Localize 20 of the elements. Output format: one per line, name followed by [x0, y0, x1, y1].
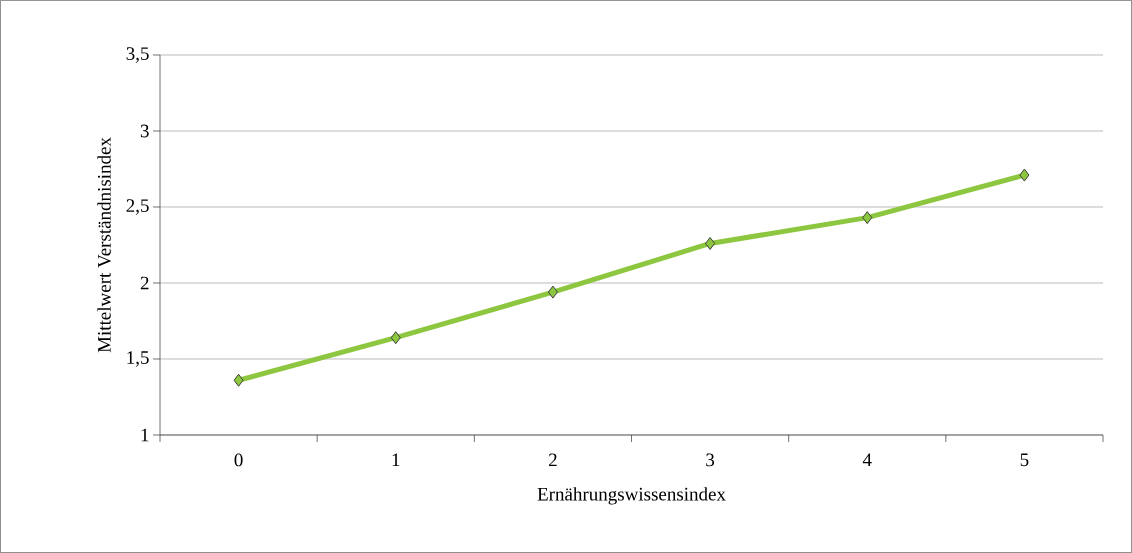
x-tick-label: 1: [392, 453, 400, 467]
point: [233, 373, 244, 387]
y-axis-title: Mittelwert Verständnisindex: [97, 137, 111, 353]
y-tick-label: 3: [140, 124, 149, 138]
x-tick-label: 0: [234, 453, 243, 467]
x-tick-label: 3: [706, 453, 715, 467]
x-tick-label: 2: [549, 453, 557, 467]
point: [547, 285, 558, 299]
y-tick-label: 3,5: [126, 47, 149, 63]
x-axis-title: Ernährungswissensindex: [537, 487, 726, 505]
point: [705, 236, 716, 250]
point: [390, 331, 401, 345]
y-tick-label: 2,5: [126, 199, 149, 215]
x-tick-label: 5: [1020, 453, 1029, 467]
point: [1019, 168, 1030, 182]
x-tick-label: 4: [862, 453, 872, 467]
point: [862, 211, 873, 225]
y-tick-label: 1: [141, 428, 149, 442]
y-tick-label: 1,5: [127, 351, 149, 367]
y-tick-label: 2: [140, 276, 149, 290]
